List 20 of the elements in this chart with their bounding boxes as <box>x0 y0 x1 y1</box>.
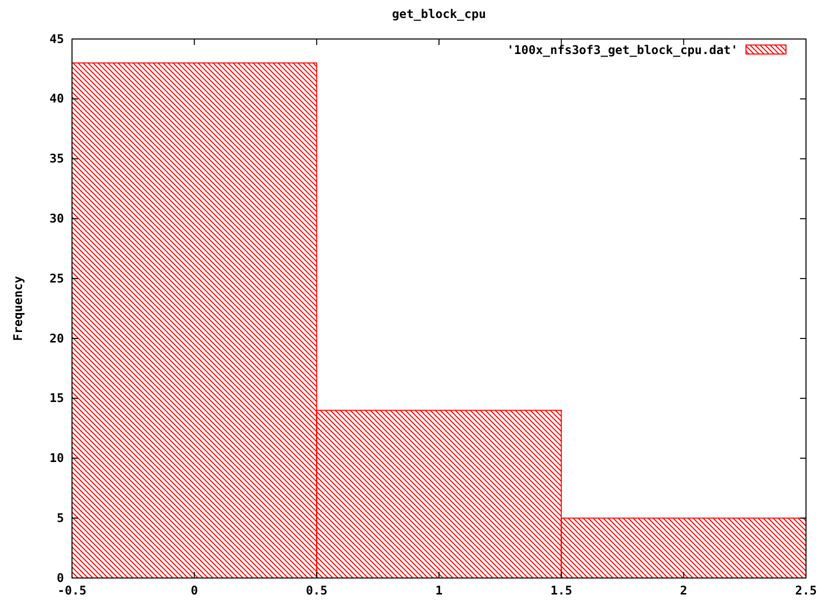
chart-title: get_block_cpu <box>392 7 486 21</box>
x-tick-label: 2.5 <box>795 584 817 598</box>
y-tick-label: 25 <box>50 271 64 286</box>
y-tick-label: 0 <box>56 570 64 585</box>
y-tick-label: 45 <box>50 32 64 46</box>
x-tick-label: -0.5 <box>58 584 86 598</box>
x-tick-label: 0.5 <box>306 584 328 598</box>
text: '100x_nfs3of3_get_block_cpu.dat' <box>506 43 738 57</box>
y-tick-label: 10 <box>50 451 64 466</box>
y-tick-label: 20 <box>50 331 64 346</box>
y-tick-label: 5 <box>56 510 64 525</box>
y-axis-title: Frequency <box>11 276 25 342</box>
y-tick-label: 40 <box>50 92 64 106</box>
x-tick-label: 2 <box>680 584 688 598</box>
x-tick-label: 0 <box>190 584 198 598</box>
y-tick-label: 35 <box>50 152 64 166</box>
x-tick-label: 1.5 <box>550 584 572 598</box>
y-tick-label: 30 <box>50 212 64 226</box>
x-tick-label: 1 <box>435 584 443 598</box>
y-tick-label: 15 <box>50 391 64 406</box>
